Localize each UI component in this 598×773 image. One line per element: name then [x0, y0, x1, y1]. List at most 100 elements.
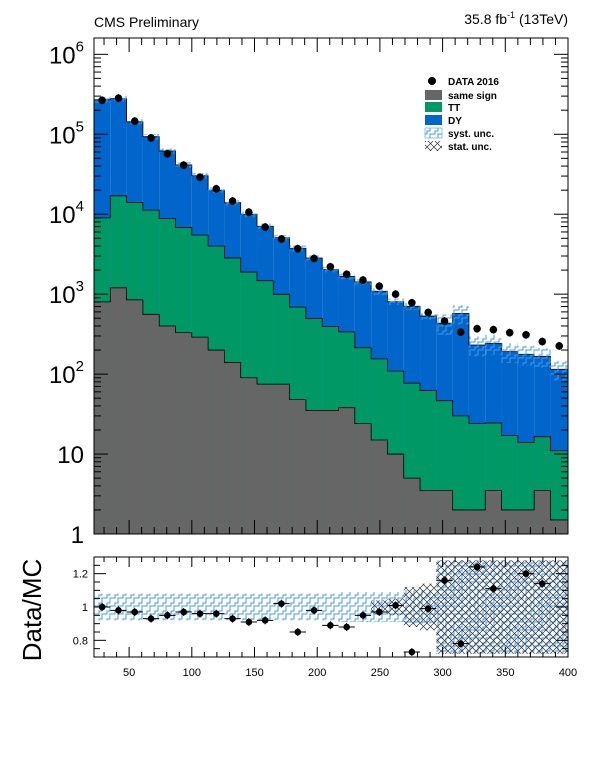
ratio-marker [327, 622, 334, 629]
ratio-point [159, 611, 176, 620]
y-tick-label: 106 [49, 38, 84, 69]
legend-swatch-tt [425, 102, 442, 112]
data-point [522, 330, 530, 339]
same-sign-bar [175, 332, 192, 534]
ratio-plot-panel: 0.8 1 1.2 50 100 150 200 250 300 350 400 Data/MC [17, 556, 577, 679]
ratio-point [175, 608, 192, 616]
legend-swatch-syst [424, 127, 443, 139]
same-sign-bar [322, 410, 339, 534]
ratio-stat-band [517, 560, 535, 654]
same-sign-bar [191, 337, 209, 534]
ratio-marker [229, 615, 236, 622]
ratio-point [485, 584, 502, 593]
data-marker [408, 298, 416, 307]
data-point [538, 337, 547, 346]
same-sign-bar [403, 478, 421, 534]
same-sign-bar [257, 384, 274, 534]
data-marker [114, 94, 123, 102]
same-sign-bar [142, 314, 160, 534]
x-tick-label: 200 [308, 667, 326, 679]
ratio-point [338, 623, 355, 631]
experiment-label: CMS Preliminary [94, 14, 199, 30]
main-plot-border [93, 37, 569, 535]
data-point [212, 184, 221, 193]
ratio-syst-band [240, 593, 258, 621]
ratio-y-axis-title: Data/MC [17, 559, 47, 662]
ratio-data-points [94, 563, 551, 656]
y-tick-label: 103 [49, 278, 84, 309]
ratio-syst-band [322, 593, 339, 621]
data-marker [179, 161, 188, 170]
ratio-marker [212, 610, 220, 617]
ratio-point [436, 576, 453, 585]
ratio-syst-band [338, 592, 355, 622]
ratio-point [208, 609, 225, 618]
lumi-exponent: -1 [507, 10, 515, 20]
data-marker [456, 328, 465, 336]
same-sign-bar [452, 509, 469, 534]
data-point [440, 317, 449, 326]
data-point [228, 197, 237, 206]
ratio-plot-border [93, 556, 569, 658]
data-point [456, 328, 465, 337]
data-marker [375, 282, 384, 290]
data-marker [147, 134, 155, 142]
data-marker [310, 254, 318, 263]
same-sign-bar [305, 410, 323, 534]
data-marker [522, 331, 530, 339]
syst-unc-band [371, 288, 388, 295]
data-marker [424, 308, 432, 317]
ratio-point [371, 608, 388, 616]
y-tick-mantissa: 10 [49, 42, 76, 69]
same-sign-bar [289, 399, 306, 534]
x-tick-label: 350 [496, 667, 514, 679]
ratio-syst-band [354, 592, 372, 622]
y-tick-exponent: 4 [76, 198, 84, 215]
data-marker [196, 173, 204, 182]
ratio-marker [375, 608, 383, 616]
data-marker [473, 324, 481, 333]
ratio-syst-band [159, 593, 176, 621]
data-marker [130, 117, 139, 125]
data-point [473, 324, 481, 333]
ratio-marker [343, 623, 350, 631]
same-sign-bar [240, 377, 258, 534]
same-sign-bar [338, 407, 355, 534]
legend-label-same-sign: same sign [448, 91, 497, 102]
ratio-stat-band [501, 560, 518, 654]
ratio-marker [408, 648, 416, 656]
ratio-point [534, 579, 551, 588]
tt-bar [468, 423, 486, 534]
syst-unc-band [550, 360, 568, 381]
same-sign-bar [468, 509, 486, 534]
ratio-point [273, 599, 290, 608]
ratio-marker [473, 563, 481, 571]
ratio-stat-band [403, 587, 421, 627]
y-tick-label: 105 [49, 118, 84, 149]
ratio-point [452, 639, 469, 648]
ratio-point [420, 604, 437, 613]
ratio-point [387, 601, 404, 610]
ratio-point [322, 621, 339, 630]
data-marker [489, 325, 498, 334]
syst-unc-band [534, 347, 551, 368]
legend-entry-tt: TT [425, 102, 460, 114]
data-points [98, 94, 564, 350]
ratio-stat-band [485, 560, 502, 654]
same-sign-bar [550, 519, 568, 534]
same-sign-bar [126, 299, 143, 534]
ratio-marker [457, 640, 465, 647]
ratio-marker [424, 605, 432, 612]
ratio-syst-band [289, 593, 306, 621]
data-point [147, 133, 155, 142]
ratio-point [289, 628, 306, 636]
data-point [342, 270, 351, 279]
ratio-y-tick-label: 0.8 [73, 635, 88, 647]
ratio-syst-band [142, 593, 160, 621]
legend-entry-stat: stat. unc. [425, 141, 492, 153]
ratio-marker [538, 580, 546, 587]
legend-entry-data: DATA 2016 [428, 77, 499, 88]
ratio-marker [115, 607, 122, 614]
y-tick-label: 1 [71, 522, 84, 549]
